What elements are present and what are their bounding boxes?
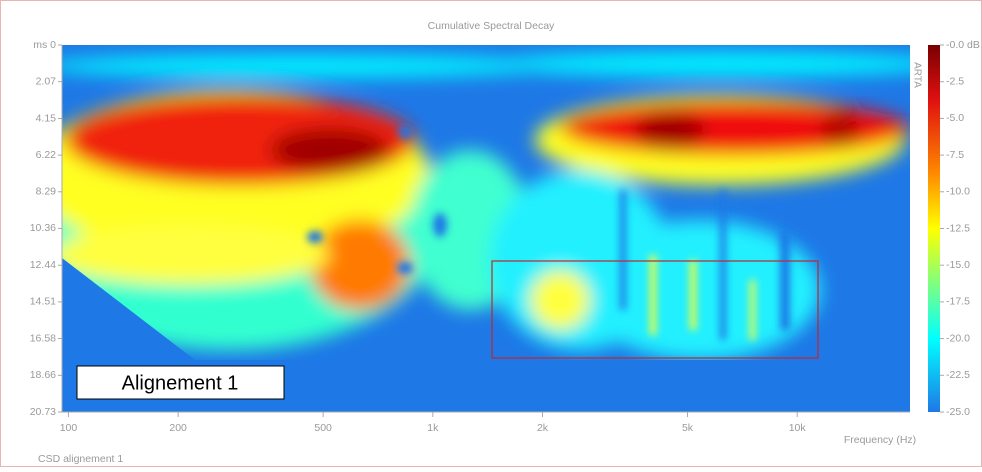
- heatmap: [20, 45, 950, 412]
- y-tick-label: 14.51: [30, 296, 56, 308]
- y-tick-label: 16.58: [30, 332, 56, 344]
- chart-title: Cumulative Spectral Decay: [428, 20, 555, 32]
- y-tick-label: 6.22: [36, 149, 57, 161]
- x-tick-label: 5k: [682, 422, 694, 434]
- y-tick-label: 12.44: [30, 259, 56, 271]
- colorbar-tick-label: -20.0: [946, 332, 970, 344]
- x-tick-label: 500: [314, 422, 332, 434]
- y-tick-label: 10.36: [30, 222, 56, 234]
- x-tick-label: 10k: [789, 422, 807, 434]
- y-tick-label: 4.15: [36, 112, 57, 124]
- colorbar-tick-label: -22.5: [946, 369, 970, 381]
- x-tick-label: 100: [60, 422, 78, 434]
- colorbar: [928, 45, 940, 412]
- x-tick-label: 1k: [427, 422, 439, 434]
- y-tick-label: 2.07: [36, 75, 57, 87]
- footer: CSD alignement 1: [38, 453, 123, 465]
- colorbar-tick-label: -10.0: [946, 186, 970, 198]
- x-tick-label: 200: [169, 422, 187, 434]
- colorbar-tick-label: -25.0: [946, 406, 970, 418]
- colorbar-tick-label: -2.5: [946, 75, 964, 87]
- colorbar-tick-label: -5.0: [946, 112, 964, 124]
- x-axis-label: Frequency (Hz): [844, 434, 916, 446]
- colorbar-tick-label: -17.5: [946, 296, 970, 308]
- colorbar-tick-label: -0.0 dB: [946, 39, 980, 51]
- watermark: ARTA: [911, 62, 922, 88]
- colorbar-tick-label: -15.0: [946, 259, 970, 271]
- y-tick-label: 18.66: [30, 369, 56, 381]
- y-tick-label: 20.73: [30, 406, 56, 418]
- colorbar-tick-label: -12.5: [946, 222, 970, 234]
- y-tick-label: ms 0: [33, 39, 56, 51]
- x-tick-label: 2k: [537, 422, 549, 434]
- colorbar-tick-label: -7.5: [946, 149, 964, 161]
- chart: Cumulative Spectral Decay: [0, 0, 982, 467]
- annotation: Alignement 1: [122, 372, 239, 394]
- y-tick-label: 8.29: [36, 186, 57, 198]
